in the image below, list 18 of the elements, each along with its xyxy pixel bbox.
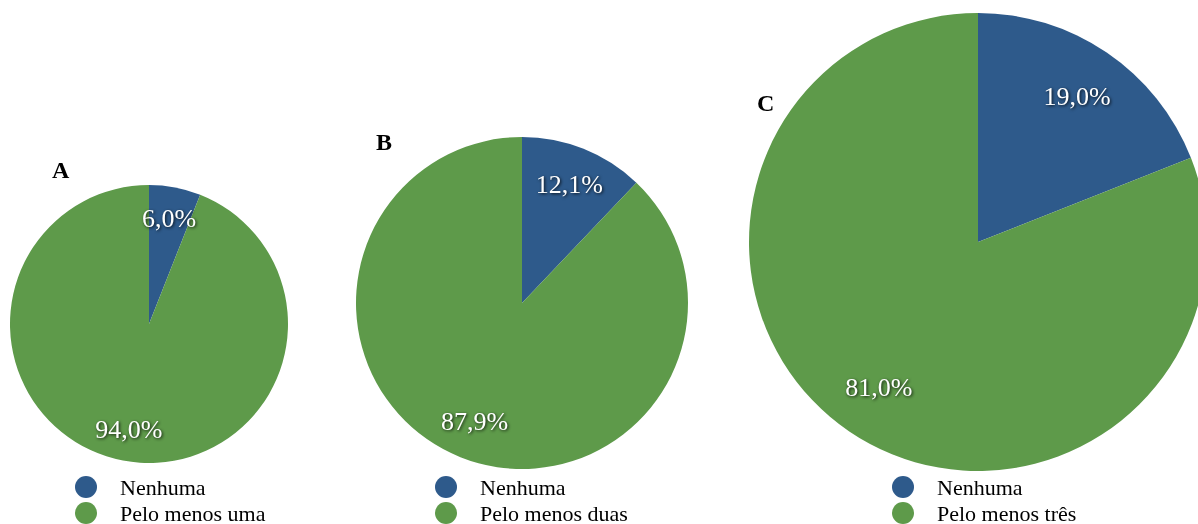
data-label: 19,0% bbox=[1043, 81, 1111, 111]
pie-slice bbox=[522, 137, 637, 303]
data-label: 81,0% bbox=[845, 373, 913, 403]
legend-label: Pelo menos uma bbox=[120, 500, 266, 524]
legend-label: Nenhuma bbox=[120, 474, 206, 500]
chart-title: A bbox=[52, 157, 70, 183]
legend-label: Pelo menos duas bbox=[480, 500, 628, 524]
legend-label: Pelo menos três bbox=[937, 500, 1077, 524]
text: C bbox=[757, 90, 775, 116]
data-label: 12,1% bbox=[535, 169, 604, 199]
data-label: 6,0% bbox=[141, 204, 197, 234]
pie-slice bbox=[356, 137, 688, 469]
chart-title: B bbox=[376, 129, 393, 155]
data-label: 94,0% bbox=[95, 414, 163, 444]
legend-label: Nenhuma bbox=[480, 474, 566, 500]
legend-label: Nenhuma bbox=[937, 474, 1023, 500]
pie-slice bbox=[10, 185, 288, 463]
data-label: 87,9% bbox=[440, 407, 509, 437]
